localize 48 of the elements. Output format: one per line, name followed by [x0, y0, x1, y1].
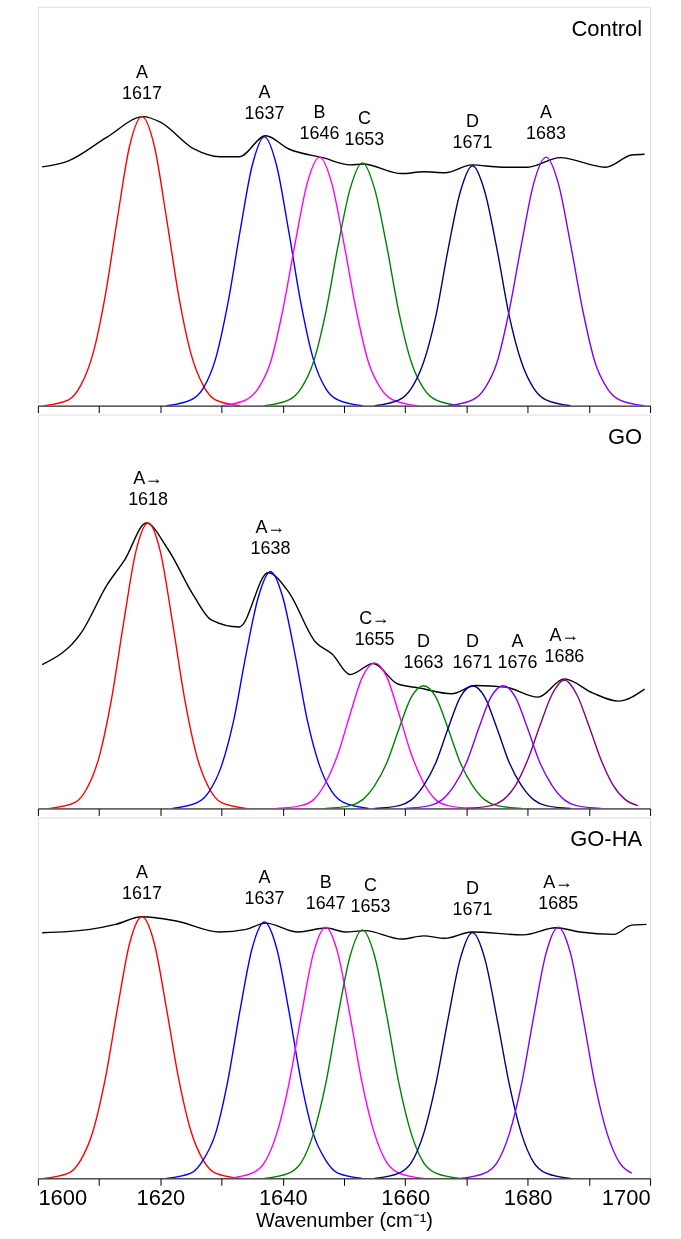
annotation: A	[258, 867, 271, 888]
x-tick-label: 1620	[136, 1184, 186, 1210]
annotation: 1637	[244, 102, 285, 123]
annotation: 1617	[122, 82, 162, 103]
annotation: 1653	[344, 128, 385, 149]
annotation: B	[313, 102, 326, 123]
chart-title: GO	[608, 423, 643, 449]
annotation: C	[357, 107, 371, 128]
annotation: 1686	[544, 646, 585, 667]
annotation: A→	[549, 625, 580, 646]
annotation: D	[466, 877, 480, 898]
annotation: A→	[133, 468, 164, 489]
annotation: C→	[359, 608, 391, 629]
annotation: 1638	[250, 537, 291, 558]
annotation: 1647	[305, 893, 346, 914]
annotation: D	[466, 630, 480, 651]
annotation: A	[135, 861, 148, 882]
annotation: A	[511, 630, 524, 651]
annotation: 1637	[244, 888, 285, 909]
annotation: 1671	[452, 131, 493, 152]
annotation: 1646	[299, 123, 340, 144]
annotation: 1676	[497, 651, 538, 672]
annotation: D	[466, 110, 480, 131]
x-tick-label: 1640	[258, 1184, 308, 1210]
x-tick-label: 1600	[38, 1184, 88, 1210]
annotation: A→	[543, 872, 574, 893]
annotation: B	[319, 872, 332, 893]
annotation: 1671	[452, 898, 493, 919]
annotation: 1618	[128, 489, 169, 510]
annotation: 1655	[354, 628, 395, 649]
annotation: 1663	[403, 651, 444, 672]
x-axis-title: Wavenumber (cm⁻¹)	[256, 1208, 433, 1231]
x-tick-label: 1700	[601, 1184, 651, 1210]
x-tick-label: 1680	[503, 1184, 553, 1210]
annotation: D	[417, 630, 431, 651]
annotation: A	[540, 102, 553, 123]
annotation: 1683	[526, 123, 566, 144]
annotation: 1685	[538, 893, 579, 914]
chart-title: GO-HA	[570, 826, 643, 852]
annotation: A→	[255, 516, 286, 537]
x-tick-label: 1660	[381, 1184, 431, 1210]
annotation: 1671	[452, 651, 493, 672]
annotation: C	[364, 875, 378, 895]
annotation: 1617	[122, 882, 162, 903]
annotation: A	[258, 81, 271, 102]
annotation: 1653	[350, 895, 391, 916]
chart-title: Control	[571, 15, 643, 41]
annotation: A	[135, 61, 148, 82]
